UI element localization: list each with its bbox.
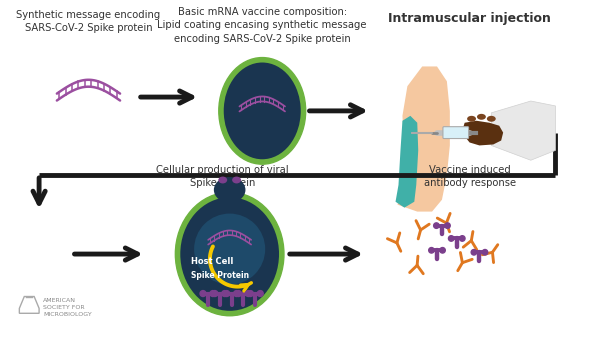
Ellipse shape xyxy=(176,192,284,316)
Circle shape xyxy=(445,223,450,228)
Polygon shape xyxy=(462,121,503,145)
Text: Synthetic message encoding
SARS-CoV-2 Spike protein: Synthetic message encoding SARS-CoV-2 Sp… xyxy=(17,10,161,33)
Ellipse shape xyxy=(223,190,237,202)
Circle shape xyxy=(234,291,240,297)
Circle shape xyxy=(247,291,253,297)
Text: Spike Protein: Spike Protein xyxy=(191,271,249,280)
Text: Intramuscular injection: Intramuscular injection xyxy=(388,12,551,25)
Circle shape xyxy=(460,236,465,241)
Circle shape xyxy=(210,291,216,297)
Ellipse shape xyxy=(477,114,486,120)
Ellipse shape xyxy=(194,213,265,285)
Circle shape xyxy=(235,291,241,297)
Ellipse shape xyxy=(218,176,227,184)
Ellipse shape xyxy=(214,177,246,203)
Circle shape xyxy=(224,291,229,297)
Circle shape xyxy=(440,248,445,253)
Ellipse shape xyxy=(467,116,476,122)
Ellipse shape xyxy=(219,58,305,164)
Polygon shape xyxy=(492,101,556,160)
Ellipse shape xyxy=(180,197,279,311)
Circle shape xyxy=(246,291,251,297)
Circle shape xyxy=(200,291,206,297)
Circle shape xyxy=(212,291,218,297)
Text: Host Cell: Host Cell xyxy=(191,257,233,266)
Polygon shape xyxy=(396,116,418,208)
Ellipse shape xyxy=(224,63,301,159)
Circle shape xyxy=(448,236,454,241)
Text: Basic mRNA vaccine composition:
Lipid coating encasing synthetic message
encodin: Basic mRNA vaccine composition: Lipid co… xyxy=(158,7,367,44)
Circle shape xyxy=(222,291,228,297)
Circle shape xyxy=(482,249,488,255)
Ellipse shape xyxy=(232,176,241,184)
Circle shape xyxy=(471,249,477,255)
FancyBboxPatch shape xyxy=(443,127,468,139)
Circle shape xyxy=(257,291,263,297)
Circle shape xyxy=(429,248,434,253)
Polygon shape xyxy=(397,67,450,212)
Text: Cellular production of viral
Spike protein: Cellular production of viral Spike prote… xyxy=(157,165,289,188)
Text: AMERICAN
SOCIETY FOR
MICROBIOLOGY: AMERICAN SOCIETY FOR MICROBIOLOGY xyxy=(43,298,92,318)
Ellipse shape xyxy=(487,116,496,122)
Text: Vaccine induced
antibody response: Vaccine induced antibody response xyxy=(423,165,516,188)
Circle shape xyxy=(433,223,439,228)
